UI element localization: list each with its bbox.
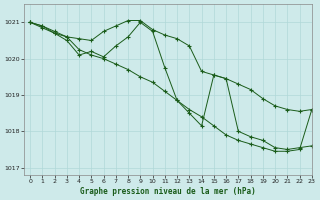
X-axis label: Graphe pression niveau de la mer (hPa): Graphe pression niveau de la mer (hPa) [80, 187, 256, 196]
